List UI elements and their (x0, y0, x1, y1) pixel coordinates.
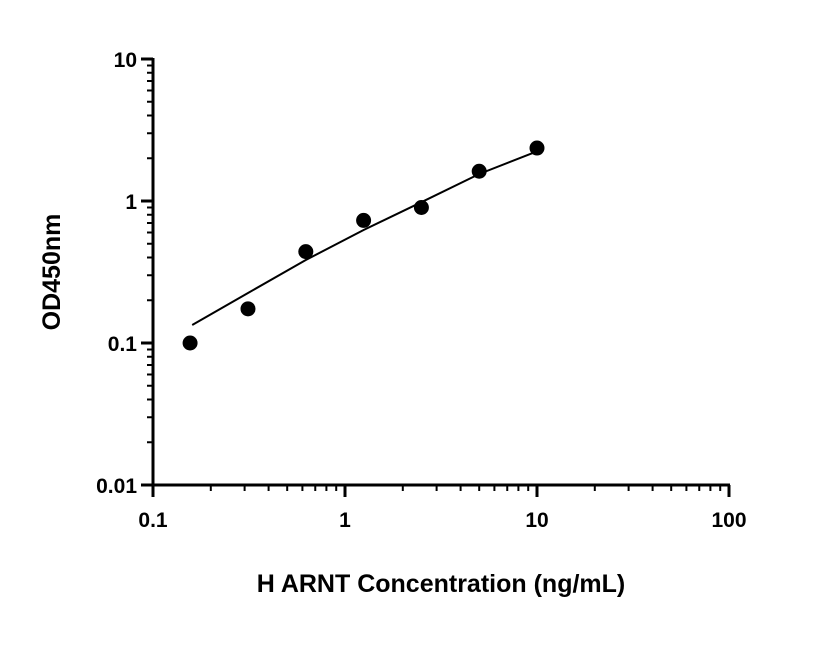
y-tick-label: 10 (114, 49, 137, 72)
data-point (240, 301, 256, 317)
data-point (529, 140, 545, 156)
data-point (182, 335, 198, 351)
y-tick-label: 1 (125, 191, 137, 214)
x-axis-label: H ARNT Concentration (ng/mL) (257, 570, 625, 598)
fit-curve (191, 149, 540, 326)
data-point (413, 199, 429, 215)
data-point (471, 163, 487, 179)
y-axis-label: OD450nm (38, 214, 66, 331)
x-tick-label: 0.1 (138, 509, 168, 532)
data-point (356, 212, 372, 228)
x-tick-label: 1 (339, 509, 351, 532)
data-point (298, 244, 314, 260)
x-tick-label: 10 (525, 509, 548, 532)
x-tick-label: 100 (711, 509, 746, 532)
data-points (182, 140, 545, 351)
y-tick-label: 0.01 (96, 475, 137, 498)
y-tick-label: 0.1 (108, 333, 138, 356)
